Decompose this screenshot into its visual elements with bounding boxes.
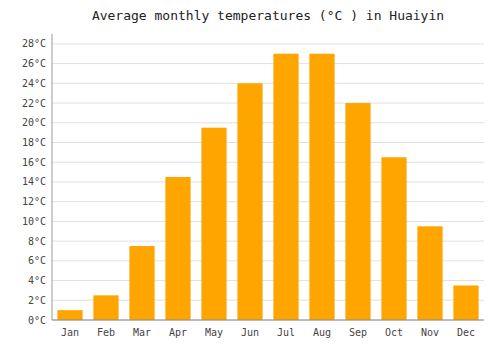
bar [345, 103, 370, 320]
y-tick-label: 14°C [22, 176, 46, 187]
x-tick-label: Jul [277, 327, 295, 338]
y-tick-label: 6°C [28, 255, 46, 266]
y-tick-label: 18°C [22, 137, 46, 148]
y-tick-label: 4°C [28, 275, 46, 286]
grid-line [52, 43, 484, 44]
grid-line [52, 162, 484, 163]
x-tick-label: Apr [169, 327, 187, 338]
x-tick-label: Jun [241, 327, 259, 338]
x-tick-label: May [205, 327, 223, 338]
y-tick-label: 8°C [28, 236, 46, 247]
y-tick-label: 2°C [28, 295, 46, 306]
x-tick-label: Feb [97, 327, 115, 338]
grid-line [52, 83, 484, 84]
bar [417, 226, 442, 320]
x-tick-label: Jan [61, 327, 79, 338]
chart-container: Average monthly temperatures (°C ) in Hu… [0, 0, 500, 350]
x-tick-label: Dec [457, 327, 475, 338]
x-tick-label: Oct [385, 327, 403, 338]
y-tick-label: 12°C [22, 196, 46, 207]
x-ticks: Jan Feb Mar Apr May Jun Jul Aug Sep Oct Nov Dec [61, 327, 475, 338]
grid-line [52, 142, 484, 143]
bar [381, 157, 406, 320]
grid-line [52, 221, 484, 222]
bar [237, 83, 262, 320]
bar [273, 54, 298, 320]
x-axis-line [52, 320, 484, 321]
grid-line [52, 122, 484, 123]
bar [309, 54, 334, 320]
y-tick-label: 20°C [22, 117, 46, 128]
y-tick-label: 0°C [28, 315, 46, 326]
chart: Average monthly temperatures (°C ) in Hu… [0, 0, 500, 350]
y-tick-label: 16°C [22, 157, 46, 168]
x-tick-label: Sep [349, 327, 367, 338]
x-tick-label: Mar [133, 327, 151, 338]
bar [165, 177, 190, 320]
y-ticks: 0°C 2°C 4°C 6°C 8°C 10°C 12°C 14°C 16°C 18°C 20°C 2… [22, 38, 46, 325]
y-tick-label: 24°C [22, 78, 46, 89]
y-tick-label: 26°C [22, 58, 46, 69]
y-tick-label: 22°C [22, 98, 46, 109]
bars [57, 54, 478, 320]
grid-line [52, 103, 484, 104]
bar [57, 310, 82, 320]
grid-line [52, 320, 484, 321]
grid [52, 44, 484, 320]
grid-line [52, 201, 484, 202]
grid-line [52, 63, 484, 64]
title: Average monthly temperatures (°C ) in Hu… [92, 8, 444, 23]
grid-line [52, 181, 484, 182]
bar [129, 246, 154, 320]
bar [201, 128, 226, 320]
y-tick-label: 10°C [22, 216, 46, 227]
y-axis-line [52, 34, 53, 320]
x-tick-label: Nov [421, 327, 439, 338]
bar [453, 285, 478, 320]
y-tick-label: 28°C [22, 38, 46, 49]
x-tick-label: Aug [313, 327, 331, 338]
bar [93, 295, 118, 320]
